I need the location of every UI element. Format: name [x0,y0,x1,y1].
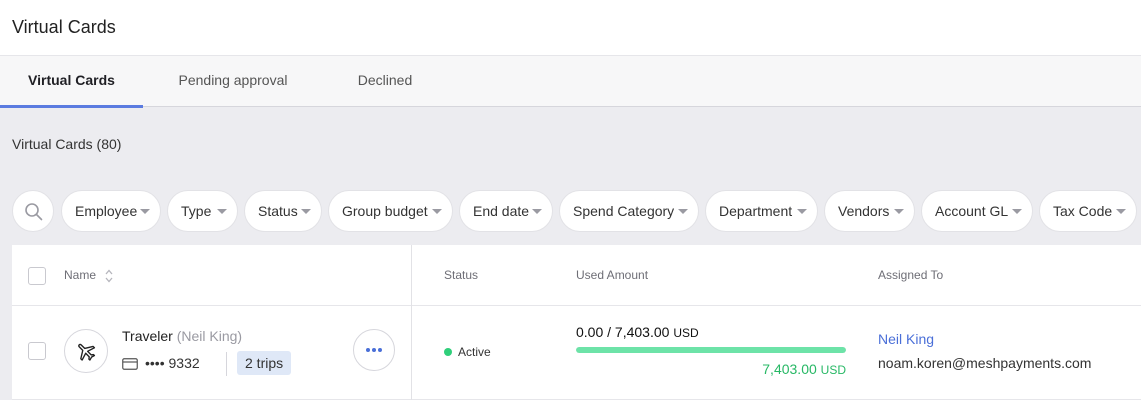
remaining-amount-value: 7,403.00 [762,361,817,377]
used-amount-value: 0.00 / 7,403.00 [576,324,670,340]
chevron-down-icon [678,209,688,214]
filter-vendors[interactable]: Vendors [824,190,915,232]
select-all-checkbox[interactable] [28,267,46,285]
table-row[interactable]: Traveler (Neil King) •••• 9332 2 trips A… [12,306,1141,400]
chevron-down-icon [1012,209,1022,214]
card-owner: (Neil King) [176,328,243,344]
card-number: •••• 9332 [145,355,200,371]
status-badge: Active [444,345,491,359]
virtual-cards-table: Name Status Used Amount Assigned To Trav… [12,245,1141,400]
row-checkbox[interactable] [28,342,46,360]
filter-bar: Employee Type Status Group budget End da… [12,190,1141,232]
chevron-down-icon [894,209,904,214]
remaining-amount-currency: USD [820,363,846,377]
chevron-down-icon [1116,209,1126,214]
card-title[interactable]: Traveler (Neil King) [122,328,242,344]
filter-label: Account GL [935,203,1009,219]
tab-declined[interactable]: Declined [357,72,413,88]
filter-type[interactable]: Type [167,190,238,232]
card-type-avatar [64,329,108,373]
trips-badge[interactable]: 2 trips [237,351,292,375]
filter-spend-category[interactable]: Spend Category [559,190,699,232]
search-button[interactable] [12,190,54,232]
column-header-name[interactable]: Name [64,268,97,282]
tab-virtual-cards[interactable]: Virtual Cards [0,56,143,108]
column-header-status: Status [444,268,479,282]
table-header: Name Status Used Amount Assigned To [12,245,1141,306]
filter-group-budget[interactable]: Group budget [328,190,453,232]
chevron-down-icon [532,209,542,214]
filter-label: Spend Category [573,203,675,219]
used-amount: 0.00 / 7,403.00 USD [576,324,699,340]
filter-label: Type [181,203,212,219]
chevron-down-icon [432,209,442,214]
airplane-icon [78,343,96,361]
column-divider [411,245,412,400]
more-actions-button[interactable] [353,329,395,371]
tab-bar: Virtual Cards Pending approval Declined [0,56,1141,108]
filter-end-date[interactable]: End date [459,190,553,232]
filter-status[interactable]: Status [244,190,322,232]
divider [226,352,227,376]
column-header-assigned-to: Assigned To [878,268,944,282]
remaining-amount: 7,403.00 USD [762,361,846,377]
filter-employee[interactable]: Employee [61,190,161,232]
filter-account-gl[interactable]: Account GL [921,190,1033,232]
page-header: Virtual Cards [0,0,1141,56]
card-name: Traveler [122,328,173,344]
filter-label: Department [719,203,793,219]
usage-progress-fill [576,347,846,353]
credit-card-icon [122,358,138,370]
filter-department[interactable]: Department [705,190,818,232]
column-header-used-amount: Used Amount [576,268,649,282]
chevron-down-icon [301,209,311,214]
filter-label: Group budget [342,203,428,219]
status-dot [444,348,452,356]
page-title: Virtual Cards [12,17,116,37]
filter-label: End date [473,203,530,219]
chevron-down-icon [797,209,807,214]
filter-label: Status [258,203,298,219]
used-amount-currency: USD [673,326,699,340]
status-label: Active [458,345,491,359]
chevron-down-icon [140,209,150,214]
more-horizontal-icon [366,348,382,352]
cards-count-heading: Virtual Cards (80) [12,136,122,152]
usage-progress-bar [576,347,846,353]
assignee-email: noam.koren@meshpayments.com [878,355,1092,371]
tab-pending-approval[interactable]: Pending approval [178,72,288,88]
search-icon [25,203,43,221]
filter-label: Tax Code [1053,203,1113,219]
filter-label: Vendors [838,203,890,219]
chevron-down-icon [217,209,227,214]
filter-label: Employee [75,203,138,219]
sort-icon[interactable] [105,269,113,283]
filter-tax-code[interactable]: Tax Code [1039,190,1137,232]
assignee-name-link[interactable]: Neil King [878,331,935,347]
